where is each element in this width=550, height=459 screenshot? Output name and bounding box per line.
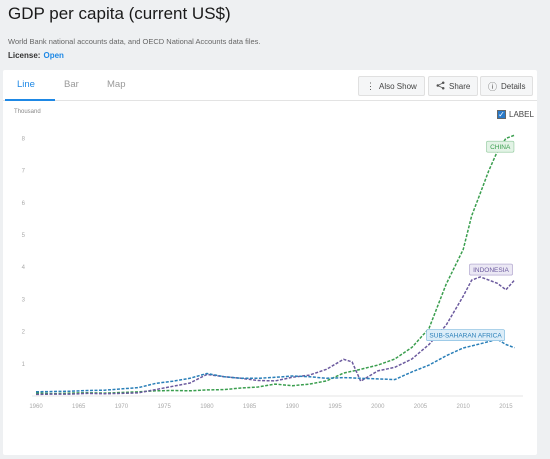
source-note: World Bank national accounts data, and O…	[8, 37, 261, 46]
x-tick-label: 1990	[286, 404, 300, 410]
series-line-sub-saharan-africa[interactable]	[35, 338, 515, 393]
chart-card: Line Bar Map ⋮ Also Show Share ⓘ Details…	[3, 70, 537, 455]
chart-tabs: Line Bar Map ⋮ Also Show Share ⓘ Details	[3, 70, 537, 101]
label-checkbox[interactable]: ✓	[497, 110, 506, 119]
y-tick-label: 8	[22, 136, 26, 142]
x-tick-label: 2000	[371, 404, 385, 410]
x-tick-label: 2010	[457, 404, 471, 410]
label-toggle-text: LABEL	[509, 110, 534, 119]
series-line-china[interactable]	[35, 134, 515, 395]
tab-line[interactable]: Line	[17, 79, 35, 90]
series-label-box	[469, 263, 513, 276]
x-tick-label: 2015	[499, 404, 513, 410]
tab-bar[interactable]: Bar	[64, 79, 79, 90]
license: License: Open	[8, 51, 64, 60]
y-tick-label: 6	[22, 201, 26, 207]
share-button[interactable]: Share	[428, 76, 479, 96]
series-label-sub-saharan-africa: SUB-SAHARAN AFRICA	[426, 329, 505, 342]
x-tick-label: 1995	[328, 404, 342, 410]
license-link[interactable]: Open	[43, 51, 64, 60]
y-tick-label: 3	[22, 297, 26, 303]
x-tick-label: 1970	[115, 404, 129, 410]
x-tick-label: 2005	[414, 404, 428, 410]
details-label: Details	[501, 81, 526, 91]
x-tick-label: 1965	[72, 404, 86, 410]
also-show-button[interactable]: ⋮ Also Show	[358, 76, 425, 96]
x-tick-label: 1960	[29, 404, 43, 410]
vertical-dots-icon: ⋮	[366, 80, 375, 91]
series-label-box	[426, 329, 505, 342]
series-label-box	[486, 140, 515, 153]
y-tick-label: 5	[22, 233, 26, 239]
also-show-label: Also Show	[379, 81, 417, 91]
active-tab-indicator	[5, 99, 55, 101]
x-tick-label: 1980	[200, 404, 214, 410]
share-icon	[436, 81, 445, 92]
y-tick-label: 4	[22, 265, 26, 271]
page-title: GDP per capita (current US$)	[8, 4, 231, 23]
y-tick-label: 7	[22, 169, 26, 175]
series-label-text: INDONESIA	[473, 267, 509, 274]
details-button[interactable]: ⓘ Details	[480, 76, 534, 96]
license-label: License:	[8, 51, 41, 60]
y-tick-label: 2	[22, 330, 26, 336]
label-toggle[interactable]: ✓ LABEL	[497, 110, 534, 119]
share-label: Share	[449, 81, 471, 91]
x-tick-label: 1975	[157, 404, 171, 410]
y-unit-label: Thousand	[14, 109, 41, 115]
x-tick-label: 1985	[243, 404, 257, 410]
series-label-indonesia: INDONESIA	[469, 263, 513, 276]
tab-map[interactable]: Map	[107, 79, 126, 90]
series-label-text: SUB-SAHARAN AFRICA	[429, 333, 502, 340]
series-label-china: CHINA	[486, 140, 515, 153]
y-tick-label: 1	[22, 362, 26, 368]
info-icon: ⓘ	[488, 81, 498, 92]
series-line-indonesia[interactable]	[35, 276, 516, 396]
line-chart: 1 2 3 4 5 6 7 8 1960 1965 1970 1975 1980 1985 1990 199…	[22, 134, 523, 410]
series-label-text: CHINA	[490, 144, 511, 151]
